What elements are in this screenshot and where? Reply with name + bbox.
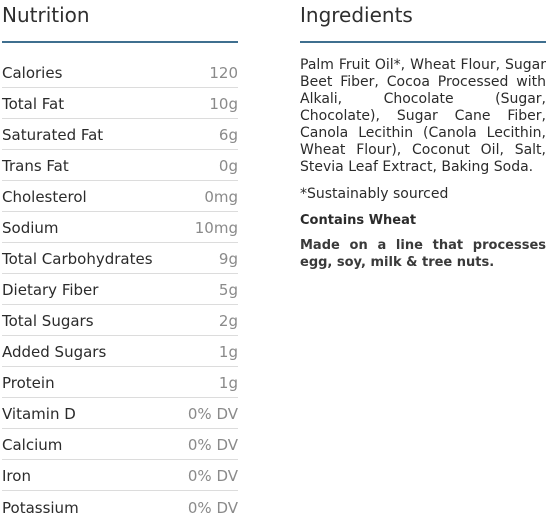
nutrient-name: Vitamin D xyxy=(2,405,76,423)
nutrition-list: Calories 120 Total Fat 10g Saturated Fat 6g Tr… xyxy=(2,57,238,522)
nutrition-row: Added Sugars 1g xyxy=(2,336,238,367)
nutrition-row: Vitamin D 0% DV xyxy=(2,398,238,429)
ingredients-note: *Sustainably sourced xyxy=(300,186,449,202)
nutrient-value: 6g xyxy=(218,126,238,144)
nutrient-value: 0mg xyxy=(204,188,238,206)
facility-statement: Made on a line that processes egg, soy, … xyxy=(300,238,546,270)
allergen-statement: Contains Wheat xyxy=(300,213,417,228)
nutrient-value: 1g xyxy=(218,343,238,361)
nutrition-panel: Nutrition Calories 120 Total Fat 10g Saturat… xyxy=(2,0,238,522)
ingredients-panel: Ingredients Palm Fruit Oil*, Wheat Flour… xyxy=(300,0,546,271)
nutrient-name: Added Sugars xyxy=(2,343,107,361)
nutrient-value: 1g xyxy=(218,374,238,392)
ingredients-heading: Ingredients xyxy=(300,3,413,27)
nutrition-row: Protein 1g xyxy=(2,367,238,398)
nutrient-value: 120 xyxy=(209,64,238,82)
nutrient-value: 9g xyxy=(218,250,238,268)
nutrient-name: Potassium xyxy=(2,498,79,517)
nutrient-name: Cholesterol xyxy=(2,188,87,206)
nutrient-value: 0g xyxy=(218,157,238,175)
nutrient-value: 0% DV xyxy=(187,498,238,517)
nutrient-name: Calcium xyxy=(2,436,63,454)
nutrition-row: Dietary Fiber 5g xyxy=(2,274,238,305)
nutrient-name: Total Sugars xyxy=(2,312,94,330)
nutrient-value: 0% DV xyxy=(187,436,238,454)
nutrition-row: Saturated Fat 6g xyxy=(2,119,238,150)
nutrition-heading-rule xyxy=(2,41,238,43)
ingredients-text: Palm Fruit Oil*, Wheat Flour, Sugar Beet… xyxy=(300,57,546,175)
nutrient-value: 2g xyxy=(218,312,238,330)
nutrient-value: 10g xyxy=(209,95,238,113)
nutrient-name: Saturated Fat xyxy=(2,126,104,144)
nutrition-row: Total Fat 10g xyxy=(2,88,238,119)
nutrient-name: Sodium xyxy=(2,219,59,237)
nutrition-row: Total Sugars 2g xyxy=(2,305,238,336)
nutrient-name: Total Carbohydrates xyxy=(2,250,153,268)
nutrition-heading: Nutrition xyxy=(2,3,90,27)
nutrient-value: 10mg xyxy=(194,219,238,237)
nutrition-row: Trans Fat 0g xyxy=(2,150,238,181)
nutrition-row: Calcium 0% DV xyxy=(2,429,238,460)
nutrition-row: Total Carbohydrates 9g xyxy=(2,243,238,274)
nutrient-name: Protein xyxy=(2,374,55,392)
nutrient-name: Total Fat xyxy=(2,95,65,113)
nutrition-row: Calories 120 xyxy=(2,57,238,88)
nutrition-row: Sodium 10mg xyxy=(2,212,238,243)
nutrition-row: Potassium 0% DV xyxy=(2,491,238,522)
ingredients-heading-rule xyxy=(300,41,546,43)
nutrient-name: Calories xyxy=(2,64,63,82)
nutrient-value: 0% DV xyxy=(187,467,238,485)
nutrition-row: Cholesterol 0mg xyxy=(2,181,238,212)
nutrition-row: Iron 0% DV xyxy=(2,460,238,491)
nutrient-name: Trans Fat xyxy=(2,157,69,175)
nutrient-value: 5g xyxy=(218,281,238,299)
nutrient-name: Iron xyxy=(2,467,31,485)
nutrient-name: Dietary Fiber xyxy=(2,281,99,299)
nutrient-value: 0% DV xyxy=(187,405,238,423)
